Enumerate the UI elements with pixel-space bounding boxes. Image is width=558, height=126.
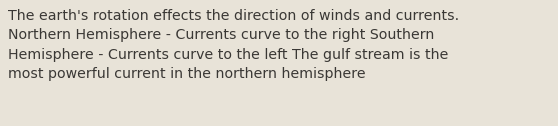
Text: The earth's rotation effects the direction of winds and currents.
Northern Hemis: The earth's rotation effects the directi…	[8, 9, 459, 81]
